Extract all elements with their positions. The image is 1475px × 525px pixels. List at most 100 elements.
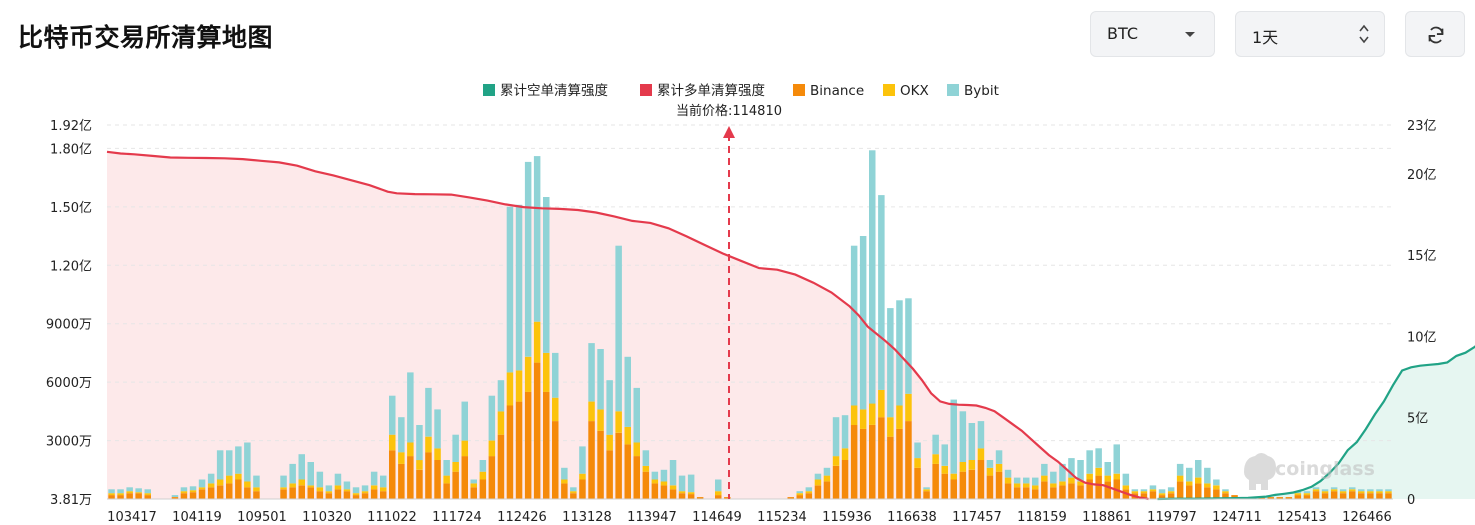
bar-bybit [1195, 460, 1202, 478]
bar-bybit [515, 204, 523, 371]
bar-binance [289, 487, 296, 499]
coinglass-logo-icon [1244, 453, 1276, 490]
bar-bybit [1086, 450, 1093, 474]
bar-bybit [1122, 473, 1130, 486]
y-right-tick-label: 23亿 [1407, 119, 1437, 134]
bar-bybit [307, 462, 314, 486]
legend-item[interactable]: Binance [793, 83, 864, 99]
bar-okx [570, 491, 577, 494]
bar-binance [117, 495, 124, 499]
bar-okx [443, 475, 450, 484]
coin-select[interactable]: BTC [1090, 11, 1215, 57]
bar-okx [923, 489, 930, 492]
bar-binance [579, 479, 586, 499]
bar-bybit [914, 442, 921, 459]
bar-okx [416, 460, 423, 470]
legend-item[interactable]: Bybit [947, 83, 999, 99]
bar-binance [887, 436, 894, 499]
x-tick-label: 112426 [497, 510, 547, 525]
bar-okx [479, 471, 487, 480]
bar-binance [687, 494, 695, 499]
bar-bybit [959, 411, 967, 462]
legend-label: OKX [900, 83, 929, 99]
bar-okx [307, 485, 314, 488]
bar-bybit [226, 450, 233, 476]
bar-bybit [207, 473, 215, 484]
bar-bybit [180, 487, 188, 492]
bar-binance [669, 489, 677, 499]
bar-okx [1176, 475, 1184, 482]
bar-okx [887, 417, 894, 437]
legend-item[interactable]: 累计多单清算强度 [640, 82, 765, 99]
bar-binance [343, 491, 351, 499]
bar-okx [1303, 493, 1311, 496]
time-range-select[interactable]: 1天 [1235, 11, 1385, 57]
bar-okx [1023, 483, 1030, 488]
bar-binance [1376, 493, 1383, 499]
bar-binance [180, 493, 188, 499]
x-tick-label: 111724 [432, 510, 482, 525]
bar-okx [189, 490, 197, 493]
bar-bybit [407, 372, 414, 443]
bar-bybit [298, 454, 305, 480]
bar-binance [533, 362, 541, 499]
bar-okx [1113, 473, 1120, 480]
bar-binance [198, 489, 206, 499]
bar-bybit [651, 471, 659, 480]
bar-binance [552, 421, 559, 499]
bar-bybit [443, 460, 450, 476]
bar-binance [171, 497, 179, 499]
bar-binance [1358, 493, 1365, 499]
y-left-tick-label: 1.20亿 [50, 259, 92, 274]
legend-item[interactable]: 累计空单清算强度 [483, 83, 608, 99]
bar-okx [1312, 489, 1320, 492]
bar-bybit [615, 245, 622, 412]
bar-binance [832, 465, 840, 499]
bar-binance [715, 495, 722, 499]
bar-binance [108, 495, 115, 499]
bar-binance [226, 483, 233, 499]
bar-binance [1204, 487, 1211, 499]
bar-bybit [1013, 477, 1021, 484]
bar-bybit [1113, 444, 1120, 474]
bar-bybit [1059, 463, 1066, 482]
refresh-button[interactable] [1405, 11, 1465, 57]
bar-binance [1140, 493, 1148, 499]
up-down-chevron-icon [1359, 24, 1369, 44]
y-left-tick-label: 1.92亿 [50, 119, 92, 134]
bar-okx [1041, 475, 1048, 482]
bar-bybit [470, 479, 477, 484]
bar-okx [597, 409, 604, 431]
bar-okx [524, 356, 532, 392]
bar-binance [597, 430, 604, 499]
bar-okx [796, 493, 803, 496]
coinglass-watermark: coinglass [1244, 453, 1375, 490]
bar-binance [515, 401, 523, 499]
bar-bybit [977, 421, 985, 449]
coin-select-value: BTC [1107, 24, 1138, 43]
bar-bybit [425, 387, 432, 437]
x-tick-label: 109501 [237, 510, 287, 525]
y-left-tick-label: 1.80亿 [50, 142, 92, 157]
bar-bybit [986, 460, 994, 468]
bar-bybit [108, 489, 115, 494]
bar-okx [343, 489, 351, 492]
current-price-label: 当前价格:114810 [676, 103, 782, 119]
x-tick-label: 117457 [952, 510, 1002, 525]
bar-bybit [624, 356, 631, 427]
bar-binance [932, 463, 939, 499]
bar-bybit [950, 399, 957, 474]
bar-okx [995, 463, 1003, 472]
bar-okx [461, 440, 468, 457]
bar-bybit [126, 487, 133, 492]
bar-bybit [316, 471, 324, 488]
bar-okx [561, 479, 568, 484]
bar-okx [380, 487, 387, 492]
bar-bybit [642, 450, 650, 466]
bar-binance [1213, 489, 1220, 499]
bar-bybit [850, 245, 858, 406]
bar-okx [235, 473, 242, 480]
legend-item[interactable]: OKX [883, 83, 929, 99]
legend-swatch [883, 84, 895, 96]
